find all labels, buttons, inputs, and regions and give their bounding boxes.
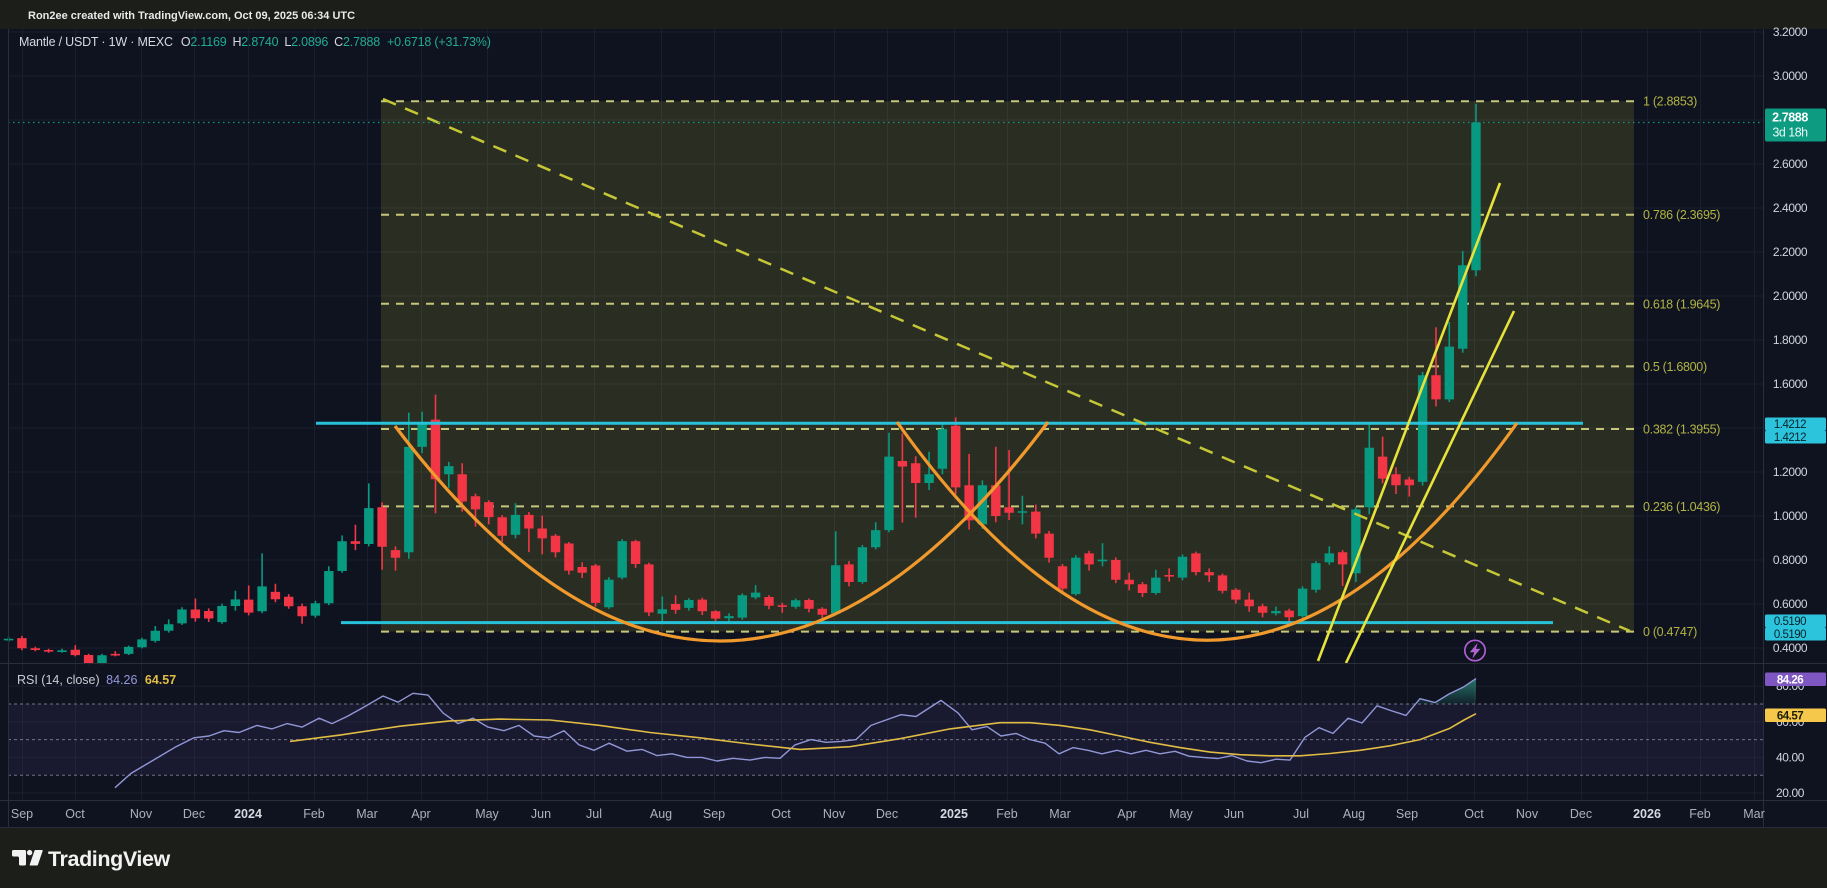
svg-text:1 (2.8853): 1 (2.8853)	[1643, 95, 1697, 109]
svg-text:TradingView: TradingView	[48, 847, 171, 871]
svg-text:Jul: Jul	[1293, 807, 1309, 821]
svg-text:0.6000: 0.6000	[1773, 597, 1808, 611]
svg-text:0.382 (1.3955): 0.382 (1.3955)	[1643, 423, 1720, 437]
svg-text:2026: 2026	[1633, 807, 1661, 821]
svg-text:RSI (14, close) 84.26 64.57: RSI (14, close) 84.26 64.57	[17, 673, 176, 687]
svg-text:Nov: Nov	[130, 807, 153, 821]
svg-text:2.2000: 2.2000	[1773, 245, 1808, 259]
svg-text:Mar: Mar	[1743, 807, 1765, 821]
svg-text:Feb: Feb	[996, 807, 1018, 821]
svg-text:0.618 (1.9645): 0.618 (1.9645)	[1643, 297, 1720, 311]
svg-text:Oct: Oct	[771, 807, 791, 821]
svg-text:Mar: Mar	[356, 807, 378, 821]
svg-text:Sep: Sep	[1396, 807, 1418, 821]
svg-text:Ron2ee created with TradingVie: Ron2ee created with TradingView.com, Oct…	[28, 10, 355, 22]
svg-text:Mar: Mar	[1049, 807, 1071, 821]
svg-text:0 (0.4747): 0 (0.4747)	[1643, 625, 1697, 639]
svg-text:Oct: Oct	[65, 807, 85, 821]
svg-text:Dec: Dec	[1570, 807, 1592, 821]
svg-text:Jun: Jun	[531, 807, 551, 821]
svg-text:Aug: Aug	[1343, 807, 1365, 821]
svg-text:3.0000: 3.0000	[1773, 69, 1808, 83]
svg-text:20.00: 20.00	[1776, 786, 1805, 800]
svg-text:1.2000: 1.2000	[1773, 465, 1808, 479]
svg-text:Nov: Nov	[1516, 807, 1539, 821]
svg-text:Jul: Jul	[586, 807, 602, 821]
svg-text:2.7888: 2.7888	[1772, 111, 1808, 125]
svg-text:0.786 (2.3695): 0.786 (2.3695)	[1643, 208, 1720, 222]
svg-text:64.57: 64.57	[1777, 711, 1803, 723]
svg-text:0.5190: 0.5190	[1774, 616, 1806, 628]
svg-text:Sep: Sep	[11, 807, 33, 821]
svg-text:May: May	[1169, 807, 1193, 821]
svg-text:1.0000: 1.0000	[1773, 509, 1808, 523]
svg-text:1.4212: 1.4212	[1774, 419, 1806, 431]
svg-text:0.236 (1.0436): 0.236 (1.0436)	[1643, 500, 1720, 514]
svg-text:Feb: Feb	[1689, 807, 1711, 821]
svg-text:Dec: Dec	[876, 807, 898, 821]
svg-text:Jun: Jun	[1224, 807, 1244, 821]
svg-text:2024: 2024	[234, 807, 262, 821]
svg-text:0.5 (1.6800): 0.5 (1.6800)	[1643, 360, 1707, 374]
svg-text:Aug: Aug	[650, 807, 672, 821]
svg-text:84.26: 84.26	[1777, 675, 1803, 687]
svg-text:1.8000: 1.8000	[1773, 333, 1808, 347]
svg-text:3.2000: 3.2000	[1773, 25, 1808, 39]
svg-text:Oct: Oct	[1464, 807, 1484, 821]
svg-text:Sep: Sep	[703, 807, 725, 821]
svg-text:2.4000: 2.4000	[1773, 201, 1808, 215]
svg-text:1.6000: 1.6000	[1773, 377, 1808, 391]
svg-text:0.5190: 0.5190	[1774, 629, 1806, 641]
svg-text:0.4000: 0.4000	[1773, 641, 1808, 655]
svg-text:Apr: Apr	[411, 807, 430, 821]
svg-text:Dec: Dec	[183, 807, 205, 821]
svg-text:Feb: Feb	[303, 807, 325, 821]
svg-text:Apr: Apr	[1117, 807, 1136, 821]
svg-text:2025: 2025	[940, 807, 968, 821]
svg-text:Nov: Nov	[823, 807, 846, 821]
svg-text:2.0000: 2.0000	[1773, 289, 1808, 303]
svg-text:May: May	[475, 807, 499, 821]
svg-text:0.8000: 0.8000	[1773, 553, 1808, 567]
svg-text:1.4212: 1.4212	[1774, 432, 1806, 444]
svg-text:3d 18h: 3d 18h	[1772, 126, 1808, 140]
svg-text:40.00: 40.00	[1776, 750, 1805, 764]
svg-text:2.6000: 2.6000	[1773, 157, 1808, 171]
